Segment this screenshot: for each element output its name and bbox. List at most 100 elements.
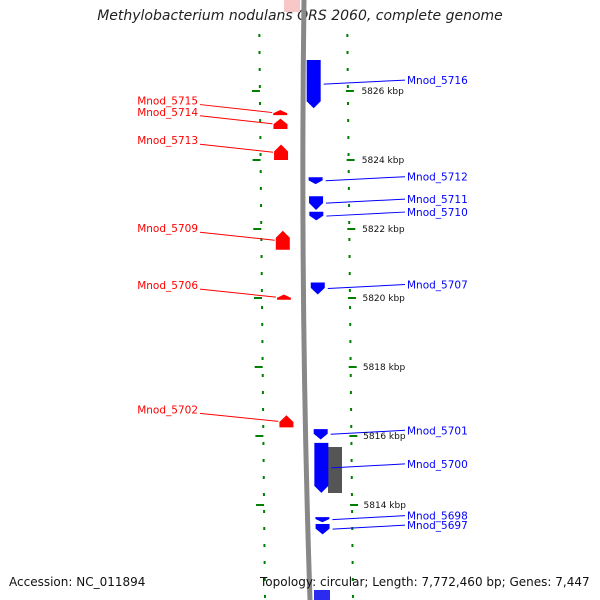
ruler-label: 5824 kbp	[362, 156, 405, 166]
gene-label: Mnod_5712	[407, 172, 468, 184]
ruler-dot	[347, 187, 350, 190]
gene-leader-line	[332, 524, 406, 530]
ruler-label: 5818 kbp	[363, 363, 406, 373]
ruler-dot	[351, 510, 354, 513]
ruler-dot	[349, 357, 352, 360]
ruler-dot	[350, 442, 353, 445]
ruler-dot	[348, 289, 351, 292]
other-feature-block	[328, 447, 342, 493]
ruler-dot	[346, 51, 349, 54]
gene-label: Mnod_5710	[407, 207, 468, 219]
ruler-dot	[346, 34, 349, 37]
ruler-dot	[350, 408, 353, 411]
ruler-dot	[263, 510, 266, 513]
gene-leader-line	[326, 198, 406, 204]
gene-leader-line	[332, 515, 406, 521]
gene-label: Mnod_5702	[137, 404, 198, 416]
ruler-dot	[260, 238, 263, 241]
gene-arrow	[309, 196, 324, 211]
genome-backbone	[300, 0, 313, 600]
gene-leader-line	[199, 115, 273, 125]
ruler-dot	[350, 476, 353, 479]
ruler-dot	[348, 238, 351, 241]
gene-label: Mnod_5713	[137, 135, 198, 147]
ruler-label: 5826 kbp	[361, 87, 404, 97]
ruler-dot	[347, 170, 350, 173]
ruler-dot	[261, 340, 264, 343]
ruler-major-tick	[256, 504, 265, 506]
ruler-dot	[260, 272, 263, 275]
ruler-dot	[347, 119, 350, 122]
gene-leader-line	[199, 412, 279, 422]
gene-label: Mnod_5715	[137, 96, 198, 108]
gene-arrow	[274, 144, 289, 160]
backbone-bottom-marker	[314, 590, 330, 600]
ruler-dot	[259, 102, 262, 105]
ruler-dot	[259, 136, 262, 139]
gene-leader-line	[199, 143, 274, 153]
gene-arrow	[306, 59, 321, 109]
ruler-major-tick	[253, 297, 262, 299]
gene-leader-line	[326, 211, 406, 217]
gene-leader-line	[330, 429, 406, 435]
ruler-label: 5816 kbp	[363, 432, 406, 442]
gene-arrow	[315, 523, 330, 535]
gene-label: Mnod_5707	[407, 280, 468, 292]
ruler-label: 5822 kbp	[362, 225, 405, 235]
ruler-dot	[258, 85, 261, 88]
ruler-dot	[263, 595, 266, 598]
ruler-major-tick	[253, 228, 262, 230]
ruler-dot	[349, 391, 352, 394]
gene-leader-line	[323, 79, 406, 85]
ruler-dot	[259, 170, 262, 173]
ruler-dot	[260, 221, 263, 224]
gene-label: Mnod_5714	[137, 107, 198, 119]
ruler-dot	[260, 289, 263, 292]
gene-label: Mnod_5709	[137, 223, 198, 235]
ruler-dot	[350, 425, 353, 428]
ruler-dot	[262, 442, 265, 445]
gene-leader-line	[327, 284, 406, 290]
gene-label: Mnod_5711	[407, 194, 468, 206]
ruler-dot	[348, 272, 351, 275]
gene-label: Mnod_5697	[407, 520, 468, 532]
gene-arrow	[273, 118, 288, 129]
ruler-major-tick	[346, 159, 355, 161]
ruler-dot	[346, 85, 349, 88]
backbone-top-marker	[284, 0, 300, 12]
ruler-major-tick	[348, 366, 357, 368]
ruler-dot	[262, 493, 265, 496]
ruler-major-tick	[350, 504, 359, 506]
ruler-dot	[349, 374, 352, 377]
ruler-major-tick	[254, 366, 263, 368]
ruler-ticks	[251, 90, 359, 506]
ruler-dot	[262, 459, 265, 462]
ruler-dot	[346, 68, 349, 71]
ruler-dot	[347, 102, 350, 105]
ruler-dot	[350, 459, 353, 462]
gene-label: Mnod_5706	[137, 280, 198, 292]
gene-arrow	[273, 109, 288, 116]
gene-label: Mnod_5700	[407, 459, 468, 471]
ruler-dot	[348, 255, 351, 258]
gene-label: Mnod_5698	[407, 511, 468, 523]
accession-label: Accession: NC_011894	[9, 575, 146, 589]
gene-label: Mnod_5716	[407, 75, 468, 87]
ruler-dot	[262, 476, 265, 479]
ruler-label: 5820 kbp	[362, 294, 405, 304]
ruler-dot	[347, 136, 350, 139]
ruler-dot	[258, 51, 261, 54]
ruler-dot	[350, 493, 353, 496]
gene-leader-line	[199, 231, 275, 241]
gene-arrow	[314, 442, 329, 493]
gene-label-leaders	[199, 79, 406, 530]
ruler-dotted-lines	[258, 34, 354, 598]
ruler-major-tick	[345, 90, 354, 92]
ruler-dot	[348, 204, 351, 207]
gene-leader-line	[199, 288, 276, 298]
gene-label: Mnod_5701	[407, 425, 468, 437]
ruler-dot	[349, 323, 352, 326]
ruler-labels: 5826 kbp 5824 kbp 5822 kbp 5820 kbp 5818 kbp…	[361, 87, 406, 511]
ruler-dot	[263, 578, 266, 581]
